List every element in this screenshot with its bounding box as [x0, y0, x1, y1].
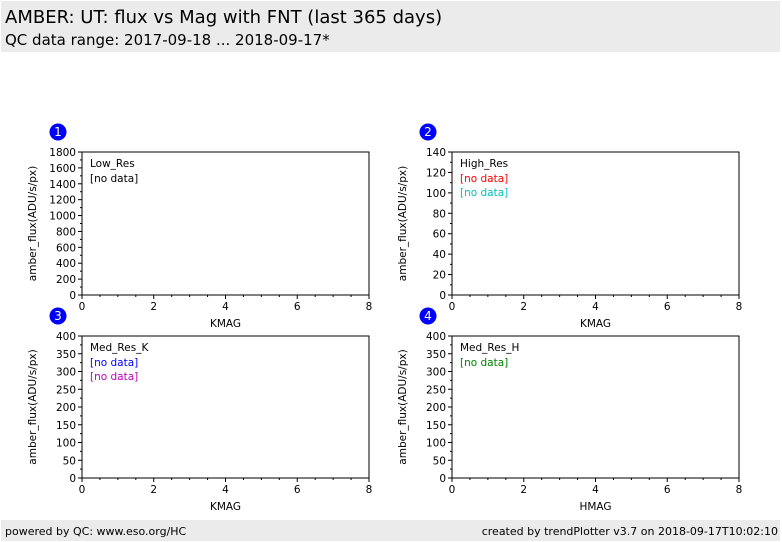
- x-tick-label: 8: [736, 301, 743, 313]
- y-tick-label: 150: [56, 420, 76, 432]
- series-status-label: [no data]: [90, 357, 138, 369]
- panel-label: High_Res: [460, 158, 508, 170]
- y-tick-label: 0: [69, 473, 76, 485]
- panel-badge-icon: [419, 307, 437, 325]
- y-tick-label: 400: [56, 258, 76, 270]
- plot-panel-1: 1 0 2 4 6 8 0 200 400 600 800 1000 1200 1400 1600 1800 K…: [27, 123, 373, 330]
- page-title: AMBER: UT: flux vs Mag with FNT (last 36…: [5, 7, 443, 28]
- y-tick-label: 350: [56, 349, 76, 361]
- y-tick-label: 0: [69, 290, 76, 302]
- x-tick-label: 0: [79, 301, 86, 313]
- y-tick-label: 1800: [49, 147, 76, 159]
- x-tick-label: 8: [366, 484, 373, 496]
- y-tick-label: 400: [56, 331, 76, 343]
- y-tick-label: 250: [426, 384, 446, 396]
- y-tick-label: 100: [426, 188, 446, 200]
- series-status-label: [no data]: [460, 187, 508, 199]
- report-footer: powered by QC: www.eso.org/HC created by…: [1, 520, 780, 541]
- y-axis-label: amber_flux(ADU/s/px): [397, 166, 409, 281]
- x-tick-label: 0: [449, 301, 456, 313]
- x-tick-label: 6: [664, 301, 671, 313]
- plot-panel-3: 3 0 2 4 6 8 0 50 100 150 200 250 300 350 400 KMAG amber_…: [27, 307, 373, 513]
- x-tick-label: 4: [592, 484, 599, 496]
- panel-label: Low_Res: [90, 158, 135, 170]
- plot-panel-2: 20 2 4 6 8020406080100120140KMAGamber_flux(A…: [397, 123, 743, 330]
- x-tick-label: 2: [150, 301, 157, 313]
- x-tick-label: 8: [736, 484, 743, 496]
- x-axis-label: KMAG: [210, 501, 241, 513]
- y-axis-label: amber_flux(ADU/s/px): [27, 166, 39, 281]
- x-tick-label: 2: [520, 301, 527, 313]
- y-tick-label: 120: [426, 167, 446, 179]
- y-tick-label: 200: [426, 402, 446, 414]
- x-tick-label: 2: [150, 484, 157, 496]
- x-tick-label: 4: [222, 301, 229, 313]
- x-tick-label: 0: [449, 484, 456, 496]
- series-status-label: [no data]: [460, 173, 508, 185]
- panel-label: Med_Res_H: [460, 342, 519, 354]
- y-tick-label: 200: [56, 402, 76, 414]
- x-tick-label: 4: [592, 301, 599, 313]
- y-tick-label: 40: [433, 249, 446, 261]
- panel-badge-number: 4: [424, 309, 432, 323]
- y-tick-label: 0: [439, 290, 446, 302]
- panel-badge-number: 2: [424, 125, 432, 139]
- y-tick-label: 1200: [49, 195, 76, 207]
- y-tick-label: 300: [426, 367, 446, 379]
- x-tick-label: 8: [366, 301, 373, 313]
- panel-badge-icon: [419, 123, 437, 141]
- panel-badge-number: 3: [54, 309, 62, 323]
- y-axis-label: amber_flux(ADU/s/px): [397, 349, 409, 464]
- plot-panel-4: 4 0 2 4 6 8 0 50 100 150 200 250 300 350 400 HMAG amber_…: [397, 307, 743, 513]
- series-status-label: [no data]: [460, 357, 508, 369]
- page-subtitle: QC data range: 2017-09-18 ... 2018-09-17…: [5, 31, 330, 49]
- y-tick-label: 250: [56, 384, 76, 396]
- y-tick-label: 60: [433, 229, 446, 241]
- x-tick-label: 6: [664, 484, 671, 496]
- y-tick-label: 100: [56, 438, 76, 450]
- y-tick-label: 1600: [49, 163, 76, 175]
- y-tick-label: 600: [56, 242, 76, 254]
- y-tick-label: 20: [433, 270, 446, 282]
- y-tick-label: 300: [56, 367, 76, 379]
- y-tick-label: 800: [56, 226, 76, 238]
- y-tick-label: 200: [56, 274, 76, 286]
- x-axis-label: KMAG: [210, 318, 241, 330]
- x-axis-label: KMAG: [580, 318, 611, 330]
- y-tick-label: 140: [426, 147, 446, 159]
- panel-label: Med_Res_K: [90, 342, 149, 354]
- y-tick-label: 80: [433, 208, 446, 220]
- footer-created-by: created by trendPlotter v3.7 on 2018-09-…: [481, 525, 778, 538]
- y-axis-label: amber_flux(ADU/s/px): [27, 349, 39, 464]
- y-tick-label: 50: [63, 455, 76, 467]
- report-header: AMBER: UT: flux vs Mag with FNT (last 36…: [1, 1, 780, 52]
- panel-badge-number: 1: [54, 125, 62, 139]
- series-status-label: [no data]: [90, 173, 138, 185]
- y-tick-label: 1400: [49, 179, 76, 191]
- panel-badge-icon: [49, 307, 67, 325]
- x-axis-label: HMAG: [579, 501, 611, 513]
- x-tick-label: 6: [294, 484, 301, 496]
- plot-canvas: 10 2 4 6 8020040060080010001200140016001800K…: [27, 123, 743, 513]
- y-tick-label: 150: [426, 420, 446, 432]
- footer-powered-by: powered by QC: www.eso.org/HC: [5, 525, 187, 538]
- x-tick-label: 4: [222, 484, 229, 496]
- y-tick-label: 50: [433, 455, 446, 467]
- x-tick-label: 0: [79, 484, 86, 496]
- y-tick-label: 1000: [49, 211, 76, 223]
- panel-badge-icon: [49, 123, 67, 141]
- x-tick-label: 2: [520, 484, 527, 496]
- y-tick-label: 400: [426, 331, 446, 343]
- y-tick-label: 100: [426, 438, 446, 450]
- series-status-label: [no data]: [90, 371, 138, 383]
- x-tick-label: 6: [294, 301, 301, 313]
- y-tick-label: 350: [426, 349, 446, 361]
- y-tick-label: 0: [439, 473, 446, 485]
